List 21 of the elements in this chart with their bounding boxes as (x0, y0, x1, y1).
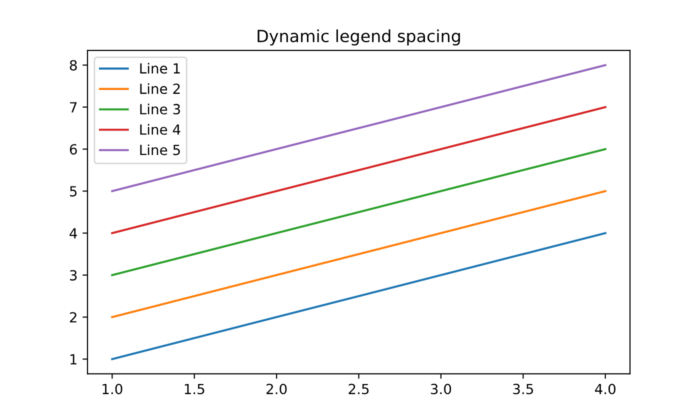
legend-label: Line 2 (140, 83, 180, 94)
chart-title: Dynamic legend spacing (258, 29, 460, 46)
y-tick-label: 5 (70, 186, 77, 197)
x-tick-label: 1.5 (184, 384, 204, 394)
x-tick-label: 1.0 (102, 384, 122, 394)
y-tick-label: 8 (70, 60, 77, 71)
legend-label: Line 5 (140, 144, 180, 156)
y-tick-label: 6 (70, 144, 77, 155)
x-tick-label: 2.5 (348, 384, 369, 394)
y-tick-label: 3 (70, 270, 77, 281)
x-tick-label: 4.0 (594, 384, 616, 394)
y-tick-label: 7 (70, 102, 77, 112)
y-tick-label: 2 (70, 312, 76, 322)
x-tick-label: 3.5 (513, 384, 533, 394)
x-tick-label: 3.0 (430, 384, 452, 394)
legend-label: Line 1 (140, 62, 180, 74)
y-tick-label: 4 (70, 228, 77, 238)
legend-label: Line 4 (140, 124, 180, 135)
y-tick-label: 1 (70, 354, 76, 364)
x-tick-label: 2.0 (266, 384, 287, 394)
legend-label: Line 3 (140, 104, 180, 114)
